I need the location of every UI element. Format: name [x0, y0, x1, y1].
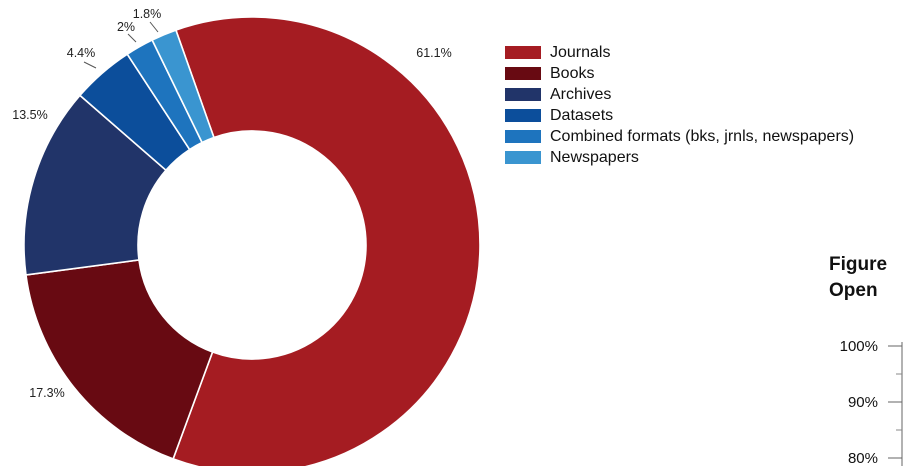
figure-title: Figure [829, 254, 888, 275]
legend-item: Combined formats (bks, jrnls, newspapers… [505, 126, 854, 147]
legend-item: Books [505, 63, 854, 84]
legend-item: Journals [505, 42, 854, 63]
legend-item: Datasets [505, 105, 854, 126]
legend-item: Newspapers [505, 147, 854, 168]
legend-label: Journals [550, 43, 611, 61]
figure-subtitle: Open [829, 280, 878, 301]
donut-slice-books [25, 259, 214, 460]
slice-percent-label: 61.1% [416, 46, 451, 60]
legend-label: Newspapers [550, 148, 639, 166]
chart-legend: Journals Books Archives Datasets Combined fo… [505, 42, 854, 168]
legend-swatch [505, 130, 541, 143]
donut-slice-journals [172, 16, 481, 466]
legend-swatch [505, 46, 541, 59]
y-tick-label: 90% [848, 394, 878, 411]
legend-item: Archives [505, 84, 854, 105]
second-chart-y-axis: 100% 90% 80% [840, 338, 903, 466]
legend-swatch [505, 67, 541, 80]
legend-swatch [505, 151, 541, 164]
label-leader-line [149, 21, 159, 33]
donut-chart: 61.1% 17.3% 13.5% 4.4% 2%1.8% [12, 7, 481, 466]
legend-swatch [505, 88, 541, 101]
label-leader-line [83, 61, 97, 69]
slice-percent-label: 2% [117, 20, 135, 34]
slice-percent-label: 4.4% [67, 46, 96, 60]
legend-label: Books [550, 64, 595, 82]
slice-percent-label: 1.8% [133, 7, 162, 21]
y-tick-label: 80% [848, 450, 878, 466]
legend-label: Combined formats (bks, jrnls, newspapers… [550, 127, 855, 145]
slice-percent-label: 13.5% [12, 108, 47, 122]
legend-label: Archives [550, 85, 612, 103]
donut-slice-newspapers [151, 29, 215, 144]
legend-label: Datasets [550, 106, 614, 124]
slice-percent-label: 17.3% [29, 386, 64, 400]
label-leader-line [127, 33, 137, 43]
y-tick-label: 100% [840, 338, 878, 355]
legend-swatch [505, 109, 541, 122]
